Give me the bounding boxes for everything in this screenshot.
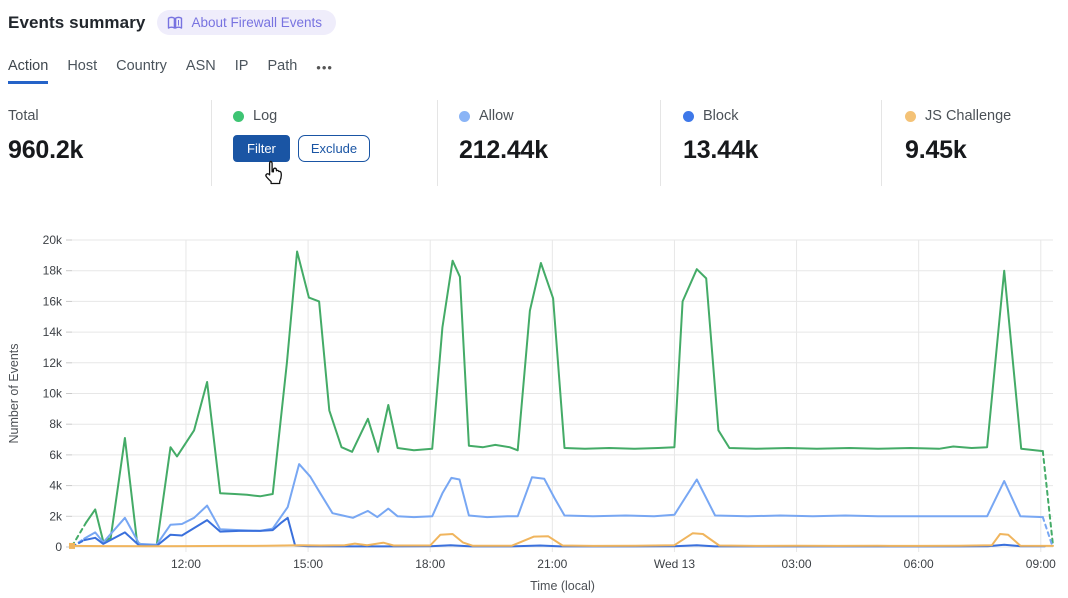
svg-text:12k: 12k: [43, 356, 63, 370]
stat-value-block: 13.44k: [683, 136, 759, 164]
book-icon: [167, 16, 183, 30]
svg-text:20k: 20k: [43, 233, 63, 247]
stat-card-log[interactable]: Log Filter Exclude: [211, 100, 437, 186]
tab-ip[interactable]: IP: [234, 58, 249, 74]
filter-button[interactable]: Filter: [233, 135, 290, 162]
stat-value-js-challenge: 9.45k: [905, 136, 967, 164]
svg-text:16k: 16k: [43, 294, 63, 308]
svg-text:12:00: 12:00: [171, 557, 201, 571]
svg-text:4k: 4k: [49, 479, 63, 493]
svg-text:0: 0: [55, 540, 62, 554]
tab-bar: Action Host Country ASN IP Path •••: [8, 58, 333, 84]
svg-text:03:00: 03:00: [782, 557, 812, 571]
page-title: Events summary: [8, 12, 146, 32]
svg-text:18k: 18k: [43, 264, 63, 278]
svg-text:6k: 6k: [49, 448, 63, 462]
stat-value-total: 960.2k: [8, 136, 84, 164]
stat-label-js-challenge: JS Challenge: [925, 108, 1012, 124]
js-challenge-legend-dot-icon: [905, 110, 916, 122]
y-axis-label: Number of Events: [7, 343, 21, 443]
svg-text:09:00: 09:00: [1026, 557, 1056, 571]
stat-label-log: Log: [253, 108, 278, 124]
svg-text:10k: 10k: [43, 387, 63, 401]
events-time-series-chart[interactable]: 0 2k 4k 6k 8k 10k 12k 14k 16k 18k 20k 12:00 15:00 18:…: [0, 225, 1068, 598]
allow-legend-dot-icon: [459, 110, 470, 122]
about-firewall-events-link[interactable]: About Firewall Events: [157, 10, 337, 35]
svg-text:Wed 13: Wed 13: [654, 557, 695, 571]
svg-text:2k: 2k: [49, 509, 63, 523]
stat-card-allow[interactable]: Allow 212.44k: [437, 100, 660, 186]
log-legend-dot-icon: [233, 110, 244, 122]
header: Events summary About Firewall Events: [8, 10, 337, 35]
stat-card-block[interactable]: Block 13.44k: [660, 100, 881, 186]
svg-text:06:00: 06:00: [904, 557, 934, 571]
tab-action[interactable]: Action: [8, 58, 49, 84]
exclude-button[interactable]: Exclude: [297, 135, 371, 162]
stat-label-total: Total: [8, 108, 39, 124]
tab-host[interactable]: Host: [67, 58, 98, 74]
tab-country[interactable]: Country: [116, 58, 167, 74]
stat-value-allow: 212.44k: [459, 136, 548, 164]
svg-text:8k: 8k: [49, 417, 63, 431]
stat-label-block: Block: [703, 108, 739, 124]
stats-row: Total 960.2k Log Filter Exclude Allow 21…: [0, 100, 1068, 186]
svg-text:21:00: 21:00: [537, 557, 567, 571]
stat-label-allow: Allow: [479, 108, 514, 124]
tab-path[interactable]: Path: [267, 58, 298, 74]
svg-text:14k: 14k: [43, 325, 63, 339]
tabs-more-button[interactable]: •••: [316, 60, 333, 75]
stat-card-js-challenge[interactable]: JS Challenge 9.45k: [881, 100, 1068, 186]
x-axis-label: Time (local): [530, 579, 595, 593]
svg-text:15:00: 15:00: [293, 557, 323, 571]
block-legend-dot-icon: [683, 110, 694, 122]
about-badge-label: About Firewall Events: [191, 15, 323, 30]
tab-asn[interactable]: ASN: [185, 58, 216, 74]
stat-card-total: Total 960.2k: [0, 100, 211, 186]
svg-text:18:00: 18:00: [415, 557, 445, 571]
